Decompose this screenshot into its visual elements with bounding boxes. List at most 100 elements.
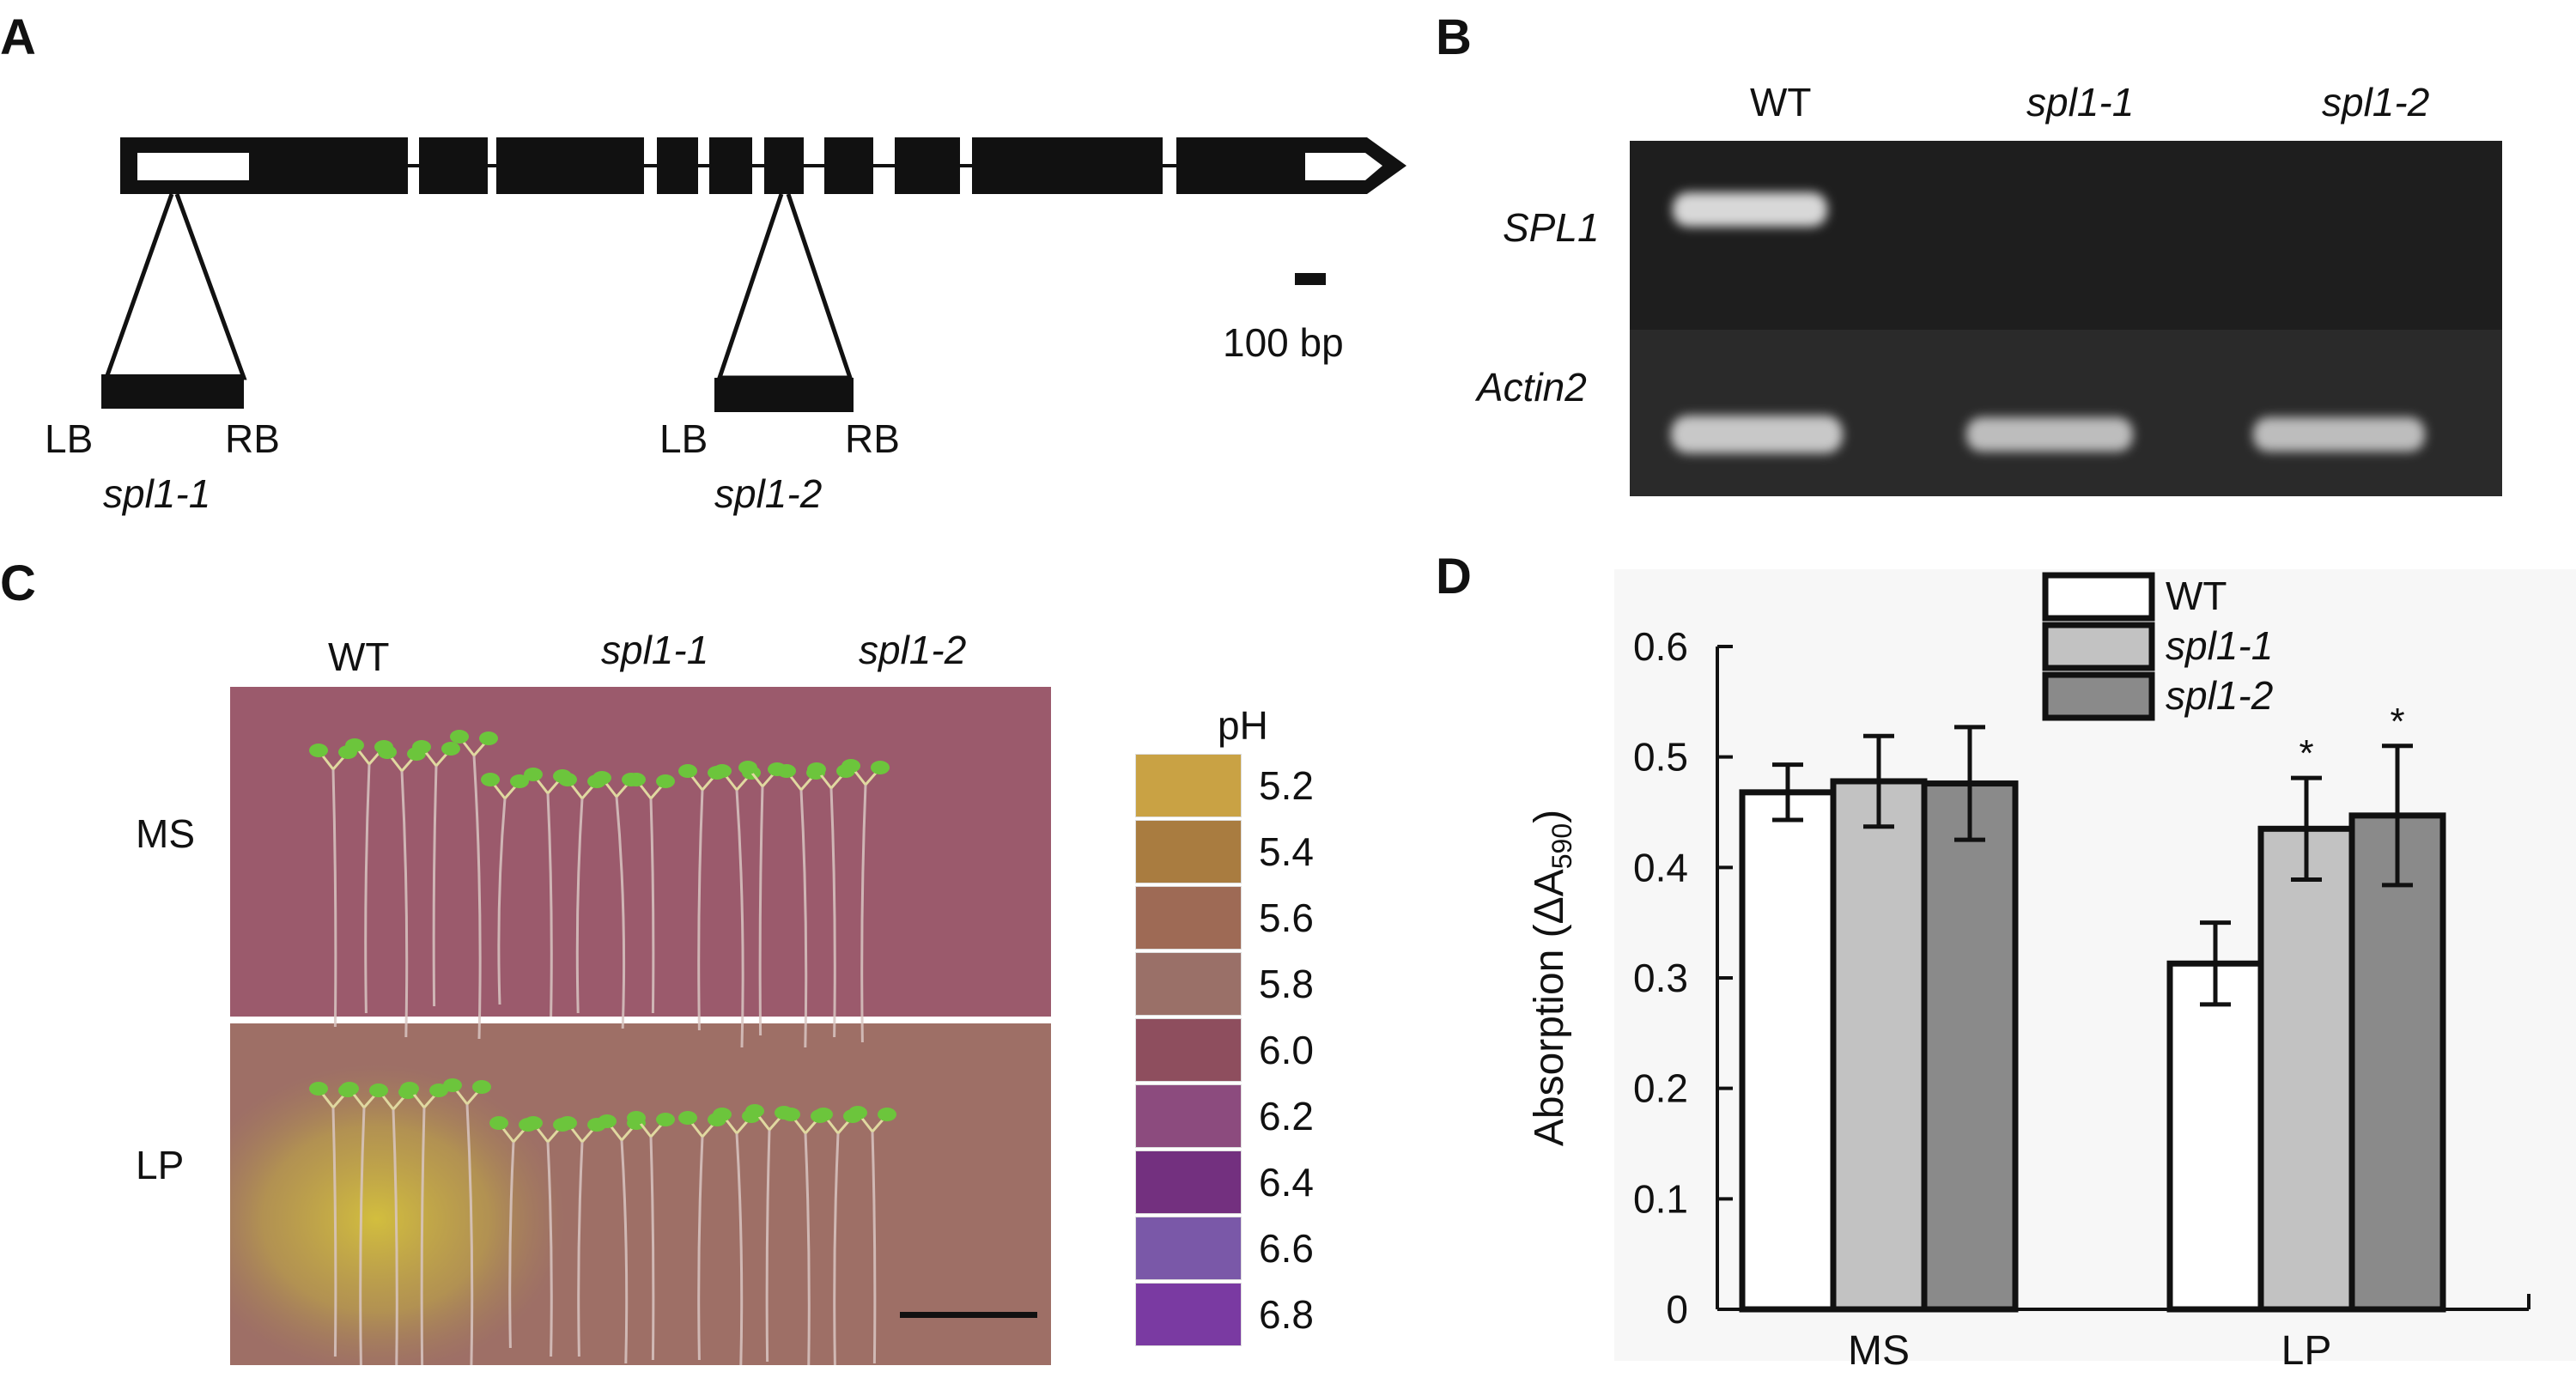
bar-spl1-2-MS (1921, 780, 2019, 1313)
plate-ms (230, 687, 1051, 1017)
ph-scale-row: 6.2 (1135, 1083, 1369, 1149)
ph-scale-row: 5.2 (1135, 752, 1369, 818)
gel-top-half (1630, 141, 2502, 330)
ph-value-label: 6.2 (1259, 1093, 1314, 1138)
ph-value-label: 6.4 (1259, 1159, 1314, 1205)
gel-lane-spl1-1: spl1-1 (2026, 80, 2135, 124)
band-wt-actin2 (1671, 416, 1843, 453)
exon-4 (657, 137, 698, 194)
significance-star: * (2299, 732, 2313, 774)
exon-3 (496, 137, 644, 194)
band-spl1-1-actin2 (1966, 417, 2133, 452)
scale-bar-label: 100 bp (1223, 320, 1344, 365)
panel-c-letter: C (0, 555, 36, 611)
ph-color-scale: 5.2 5.4 5.6 5.8 6.0 6.2 6.4 6.6 6.8 (1135, 752, 1369, 1347)
seedling (814, 1108, 862, 1365)
ph-scale-row: 5.6 (1135, 884, 1369, 950)
ph-value-label: 5.8 (1259, 961, 1314, 1006)
gene-structure-diagram (101, 137, 1406, 412)
legend-label: WT (2166, 574, 2227, 618)
plate-column-spl1-1: spl1-1 (601, 628, 709, 672)
insertion-2-triangle (716, 193, 854, 380)
rt-pcr-gel (1630, 141, 2502, 496)
exon-9 (972, 137, 1163, 194)
seedling (481, 773, 529, 1005)
ph-scale-row: 6.4 (1135, 1149, 1369, 1215)
y-axis-label-subscript: 590 (1546, 823, 1577, 869)
ph-value-label: 5.2 (1259, 762, 1314, 808)
ph-color-swatch (1135, 753, 1242, 817)
ph-value-label: 6.6 (1259, 1225, 1314, 1271)
ph-scale-row: 6.0 (1135, 1017, 1369, 1083)
ph-value-label: 6.8 (1259, 1291, 1314, 1337)
gel-lane-spl1-2: spl1-2 (2322, 80, 2430, 124)
gel-band-label-spl1: SPL1 (1503, 205, 1600, 250)
exon-8 (895, 137, 960, 194)
ph-color-swatch (1135, 1017, 1242, 1082)
ph-scale-row: 5.8 (1135, 950, 1369, 1017)
ph-scale-row: 5.4 (1135, 818, 1369, 884)
y-tick-label: 0.3 (1633, 956, 1688, 1000)
t-dna-2 (714, 378, 854, 412)
y-tick-label: 0.1 (1633, 1176, 1688, 1221)
scale-bar-100bp (1295, 273, 1326, 285)
legend-swatch-spl1-2 (2042, 671, 2155, 721)
y-axis-label: Absorption (ΔA590) (1527, 810, 1577, 1146)
bar-spl1-1-MS (1830, 778, 1928, 1313)
bar-WT-LP (2166, 960, 2264, 1313)
ph-color-swatch (1135, 1216, 1242, 1280)
seedling (412, 740, 460, 1007)
bar-WT-MS (1739, 789, 1837, 1313)
seedling (450, 730, 498, 1040)
plate-scale-bar (900, 1312, 1037, 1318)
seedling (558, 1116, 606, 1357)
plate-column-wt: WT (328, 634, 390, 679)
y-tick-label: 0.2 (1633, 1066, 1688, 1111)
bar-spl1-2-LP (2348, 812, 2446, 1313)
seedling (848, 1106, 896, 1364)
y-axis-label-main: Absorption (ΔA (1527, 869, 1572, 1146)
exon-5 (709, 137, 752, 194)
utr-3-box (1305, 153, 1382, 180)
bar-spl1-1-LP (2257, 825, 2355, 1313)
ph-color-swatch (1135, 1150, 1242, 1214)
exon-6 (764, 137, 804, 194)
ph-color-swatch (1135, 885, 1242, 950)
y-tick-label: 0 (1666, 1287, 1688, 1332)
band-spl1-2-actin2 (2253, 417, 2425, 452)
ph-scale-row: 6.8 (1135, 1281, 1369, 1347)
panel-b-letter: B (1436, 9, 1472, 65)
y-tick-label: 0.4 (1633, 845, 1688, 889)
legend-label: spl1-2 (2166, 673, 2273, 718)
panel-a-letter: A (0, 9, 36, 65)
insertion-2-rb-label: RB (845, 416, 900, 461)
y-tick-label: 0.5 (1633, 735, 1688, 780)
utr-5-box (137, 153, 249, 180)
t-dna-1 (101, 374, 244, 409)
ph-scale-row: 6.6 (1135, 1215, 1369, 1281)
legend-label: spl1-1 (2166, 623, 2273, 668)
y-axis-label-close: ) (1527, 810, 1572, 823)
seedlings-ms-group (309, 730, 890, 1048)
x-category-label: MS (1848, 1328, 1910, 1374)
significance-star: * (2390, 701, 2404, 743)
insertion-1-rb-label: RB (225, 416, 280, 461)
y-tick-label: 0.6 (1633, 624, 1688, 669)
seedling (443, 1078, 491, 1365)
seedling (841, 759, 890, 1043)
acidification-zone (230, 1065, 565, 1365)
plate-row-ms: MS (136, 811, 195, 856)
x-category-label: LP (2281, 1328, 2332, 1374)
ph-value-label: 6.0 (1259, 1027, 1314, 1072)
ph-value-label: 5.4 (1259, 829, 1314, 874)
panel-d-letter: D (1436, 549, 1472, 604)
ph-color-swatch (1135, 819, 1242, 883)
gel-bottom-half (1630, 330, 2502, 496)
legend-swatch-WT (2042, 572, 2155, 622)
seedling (627, 1111, 675, 1361)
insertion-1-name: spl1-1 (103, 471, 211, 516)
ph-color-swatch (1135, 1282, 1242, 1346)
insertion-2-lb-label: LB (659, 416, 708, 461)
plate-row-lp: LP (136, 1143, 185, 1187)
insertion-1-lb-label: LB (45, 416, 94, 461)
